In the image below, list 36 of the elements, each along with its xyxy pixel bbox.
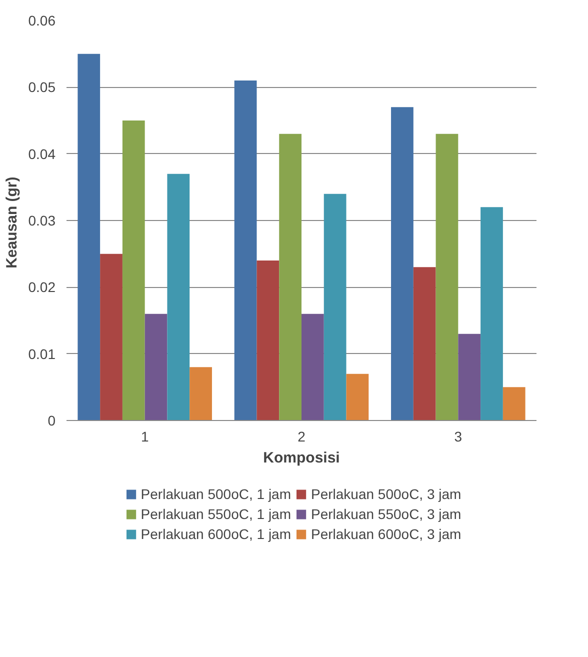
bar [324, 194, 346, 420]
bar [346, 374, 369, 420]
bar [413, 267, 436, 420]
y-tick-label: 0.03 [28, 212, 56, 228]
x-tick-label: 3 [454, 428, 462, 444]
bar [256, 260, 280, 420]
bar [302, 314, 324, 420]
y-axis-title: Keausan (gr) [3, 176, 20, 268]
bar [100, 254, 122, 420]
y-tick-label: 0.06 [28, 12, 56, 28]
bar [122, 120, 145, 420]
bar [78, 54, 100, 420]
bar [190, 367, 212, 420]
legend-label: Perlakuan 550oC, 3 jam [311, 506, 462, 522]
bar [458, 334, 481, 420]
y-tick-label: 0.04 [28, 146, 56, 162]
bar [167, 174, 190, 420]
y-tick-label: 0.05 [28, 79, 56, 96]
y-tick-label: 0.01 [28, 346, 56, 362]
bar [279, 134, 302, 420]
y-tick-label: 0.02 [28, 279, 56, 296]
legend-label: Perlakuan 600oC, 1 jam [140, 526, 291, 542]
legend-label: Perlakuan 500oC, 1 jam [140, 486, 291, 502]
bar [144, 314, 168, 420]
bar [436, 134, 458, 420]
x-tick-label: 2 [298, 428, 306, 444]
bar [391, 107, 414, 420]
bar [480, 207, 503, 420]
y-tick-label: 0 [48, 412, 56, 428]
legend-label: Perlakuan 550oC, 1 jam [140, 506, 291, 522]
legend-label: Perlakuan 500oC, 3 jam [311, 486, 462, 502]
bar [234, 80, 257, 420]
x-axis-title: Komposisi [263, 450, 340, 466]
x-tick-label: 1 [140, 428, 149, 444]
legend-label: Perlakuan 600oC, 3 jam [311, 526, 462, 542]
bar [502, 387, 526, 420]
